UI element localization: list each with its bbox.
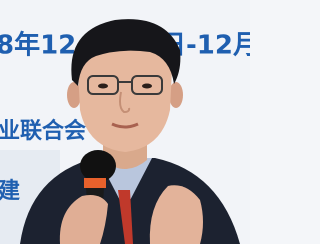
eye: [98, 84, 108, 89]
page: 8年12 日-12月 业联合会 建 (() => { const data = …: [0, 0, 250, 244]
microphone-head: [80, 150, 116, 182]
banner-text: 建: [0, 179, 20, 204]
banner-text: 8年12: [0, 30, 76, 61]
photo: 8年12 日-12月 业联合会 建: [0, 0, 250, 244]
eye: [142, 84, 152, 89]
microphone-band: [84, 178, 106, 188]
face: [78, 42, 172, 152]
banner-text: 业联合会: [0, 118, 86, 144]
